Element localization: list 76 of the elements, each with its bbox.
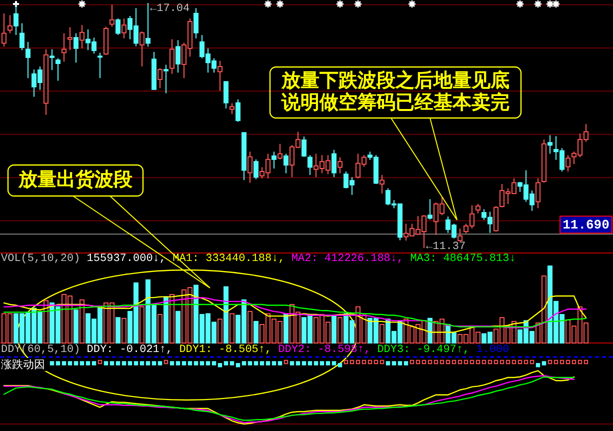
candlestick — [80, 24, 84, 49]
bar — [332, 316, 336, 344]
candlestick — [56, 58, 60, 82]
candlestick — [74, 32, 78, 64]
candlestick — [536, 178, 540, 209]
candlestick — [2, 12, 6, 48]
candlestick — [20, 22, 24, 51]
text: DDY3: -9.497↑, — [377, 344, 470, 356]
candlestick — [308, 154, 312, 176]
bar — [380, 324, 384, 344]
bar — [254, 320, 258, 344]
candlestick — [158, 68, 162, 89]
candlestick — [566, 154, 570, 172]
candlestick — [332, 149, 336, 178]
candlestick — [98, 52, 102, 79]
candlestick — [428, 198, 432, 220]
candlestick — [230, 102, 234, 115]
bar — [218, 318, 222, 344]
candlestick — [476, 203, 480, 214]
candlestick — [254, 158, 258, 180]
bar — [176, 310, 180, 344]
candlestick — [146, 2, 150, 48]
candlestick — [26, 41, 30, 79]
candlestick — [62, 32, 66, 62]
bar — [248, 310, 252, 344]
text: 1.000 — [476, 344, 510, 356]
bar — [230, 313, 234, 344]
candlestick — [236, 98, 240, 122]
bar — [338, 317, 342, 344]
text: 155937.000↓, — [86, 253, 166, 265]
annotation: 涨跌动因 — [1, 358, 45, 371]
candlestick — [248, 151, 252, 184]
candlestick — [68, 26, 72, 51]
candlestick — [170, 38, 174, 74]
bar — [116, 317, 120, 344]
candlestick — [458, 228, 462, 242]
bar — [170, 294, 174, 344]
bar — [164, 296, 168, 344]
text: DDY1: -8.505↑, — [179, 344, 272, 356]
candlestick — [164, 64, 168, 94]
bar — [80, 299, 84, 344]
candlestick — [50, 48, 54, 70]
candlestick — [338, 156, 342, 174]
candlestick — [272, 151, 276, 169]
bar — [158, 314, 162, 344]
annotation: ←11.37 — [426, 240, 466, 253]
candlestick — [302, 136, 306, 158]
chart-title: VOL(5,10,20) — [1, 253, 80, 265]
candlestick — [8, 14, 12, 34]
candlestick — [224, 81, 228, 109]
candlestick — [278, 143, 282, 160]
text: MA2: 412226.188↓, — [291, 253, 404, 265]
candlestick — [140, 31, 144, 68]
bar — [74, 309, 78, 344]
candlestick — [494, 206, 498, 232]
annotation: ←17.04 — [150, 2, 190, 15]
text: DDY: -0.021↑, — [86, 344, 173, 356]
bar — [122, 318, 126, 344]
candlestick — [116, 18, 120, 36]
candlestick — [218, 60, 222, 92]
annotation: 放量出货波段 — [18, 168, 134, 191]
text: MA3: 486475.813↓ — [410, 253, 516, 265]
bar — [224, 286, 228, 344]
candlestick — [122, 18, 126, 39]
annotation: 放量下跌波段之后地量见底 — [280, 70, 510, 92]
bar — [140, 306, 144, 344]
ref-line-label: 11.690 — [562, 218, 610, 233]
candlestick — [110, 4, 114, 28]
candlestick — [176, 40, 180, 74]
candlestick — [548, 134, 552, 154]
bar — [284, 313, 288, 344]
candlestick — [284, 153, 288, 174]
annotation: 说明做空筹码已经基本卖完 — [280, 92, 510, 114]
candlestick — [380, 174, 384, 194]
bar — [44, 300, 48, 344]
candlestick — [194, 8, 198, 39]
